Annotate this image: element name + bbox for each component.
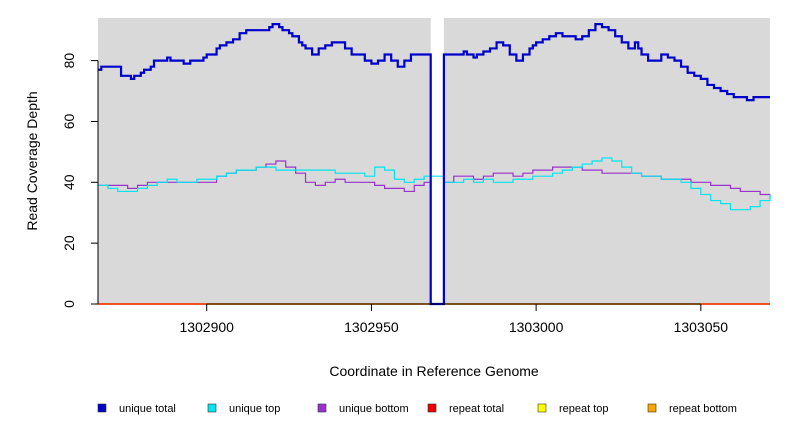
legend-swatch [317, 403, 327, 413]
x-axis-label: Coordinate in Reference Genome [329, 363, 539, 379]
coverage-gap-bar [430, 18, 444, 304]
legend-item-unique-top: unique top [207, 403, 280, 415]
x-tick-label: 1303050 [674, 319, 729, 335]
legend-swatch [537, 403, 547, 413]
legend-label: unique bottom [339, 403, 409, 415]
legend-item-repeat-bottom: repeat bottom [647, 403, 737, 415]
x-axis: 1302900 1302950 1303000 1303050 [179, 303, 729, 335]
y-axis-label: Read Coverage Depth [24, 91, 40, 230]
legend-label: repeat total [449, 403, 504, 415]
y-tick-label: 80 [61, 53, 77, 69]
legend: unique total unique top unique bottom repea… [97, 403, 737, 415]
legend-label: repeat top [559, 403, 609, 415]
legend-label: unique total [119, 403, 176, 415]
legend-item-repeat-top: repeat top [537, 403, 609, 415]
legend-item-unique-total: unique total [97, 403, 176, 415]
y-tick-label: 40 [61, 174, 77, 190]
legend-label: repeat bottom [669, 403, 737, 415]
y-tick-label: 0 [61, 300, 77, 308]
legend-item-unique-bottom: unique bottom [317, 403, 409, 415]
x-tick-label: 1302900 [179, 319, 234, 335]
y-axis: 0 20 40 60 80 [61, 53, 99, 308]
legend-item-repeat-total: repeat total [427, 403, 504, 415]
legend-swatch [207, 403, 217, 413]
legend-swatch [427, 403, 437, 413]
x-tick-label: 1303000 [509, 319, 564, 335]
x-tick-label: 1302950 [344, 319, 399, 335]
legend-swatch [97, 403, 107, 413]
legend-label: unique top [229, 403, 280, 415]
series-line-unique-top [98, 157, 771, 211]
legend-swatch [647, 403, 657, 413]
y-tick-label: 20 [61, 235, 77, 251]
y-tick-label: 60 [61, 113, 77, 129]
